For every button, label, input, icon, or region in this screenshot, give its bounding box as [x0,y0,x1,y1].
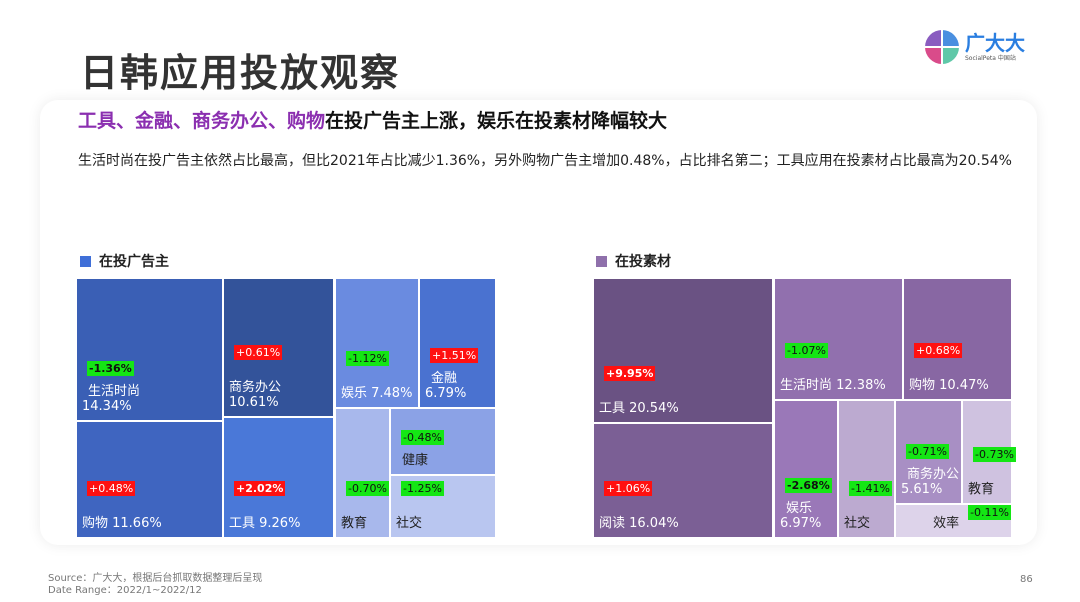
logo: 广大大 SocialPeta 中国站 [925,30,1025,64]
treemap-cell-金融: +1.51% 金融 6.79% [420,279,495,407]
treemap-cell-社交: -1.41% 社交 [839,401,894,537]
treemap-cell-健康: -0.48% 健康 [391,409,495,474]
page-title: 日韩应用投放观察 [80,51,401,95]
cell-label: 工具 20.54% [599,401,679,416]
cell-label: 商务办公 5.61% [901,467,960,497]
change-badge: -1.25% [401,481,444,496]
change-badge: -0.11% [968,505,1011,520]
treemap-cell-阅读: +1.06% 阅读 16.04% [594,424,772,537]
change-badge: -0.71% [906,444,949,459]
description: 生活时尚在投广告主依然占比最高，但比2021年占比减少1.36%，另外购物广告主… [78,153,1012,169]
treemap-cell-购物: +0.68% 购物 10.47% [904,279,1011,399]
legend-advertisers: 在投广告主 [80,251,169,271]
change-badge: +0.61% [234,345,283,360]
change-badge: +9.95% [604,366,656,381]
cell-label: 购物 10.47% [909,378,989,393]
cell-label: 娱乐 6.97% [780,501,822,531]
change-badge: -1.12% [346,351,389,366]
cell-label: 生活时尚 12.38% [780,378,886,393]
date-range: Date Range：2022/1~2022/12 [48,585,202,596]
change-badge: +1.06% [604,481,653,496]
treemap-cell-教育: -0.70% 教育 [336,409,389,537]
cell-label: 教育 [341,516,368,531]
treemap-cell-工具: +2.02% 工具 9.26% [224,418,333,537]
headline-rest: 在投广告主上涨，娱乐在投素材降幅较大 [325,110,668,132]
change-badge: -1.07% [785,343,828,358]
cell-label: 商务办公 10.61% [229,380,282,410]
legend-label: 在投素材 [615,254,671,270]
treemap-cell-生活时尚: -1.36% 生活时尚 14.34% [77,279,222,420]
change-badge: -0.70% [346,481,389,496]
treemap-cell-商务办公: -0.71% 商务办公 5.61% [896,401,961,503]
cell-label: 金融 6.79% [425,371,467,401]
page-number: 86 [1020,574,1033,585]
treemap-cell-工具: +9.95% 工具 20.54% [594,279,772,422]
headline: 工具、金融、商务办公、购物在投广告主上涨，娱乐在投素材降幅较大 [78,106,667,133]
cell-label: 购物 11.66% [82,516,162,531]
legend-swatch [80,255,91,267]
change-badge: -0.48% [401,430,444,445]
change-badge: +2.02% [234,481,286,496]
legend-creatives: 在投素材 [596,251,671,271]
legend-swatch [596,255,607,267]
change-badge: +0.48% [87,481,136,496]
cell-label: 效率 [933,516,960,531]
treemap-cell-效率: 效率 -0.11% [896,505,1011,537]
change-badge: -1.41% [849,481,892,496]
change-badge: -0.73% [973,447,1016,462]
cell-label: 娱乐 7.48% [341,386,413,401]
legend-label: 在投广告主 [99,254,169,270]
cell-label: 阅读 16.04% [599,516,679,531]
cell-label: 社交 [844,516,871,531]
treemap-cell-娱乐: -1.12% 娱乐 7.48% [336,279,418,407]
logo-sub: SocialPeta 中国站 [965,54,1016,62]
change-badge: -1.36% [87,361,134,376]
treemap-cell-社交: -1.25% 社交 [391,476,495,537]
footer: Source：广大大，根据后台抓取数据整理后呈现 Date Range：2022/… [48,573,262,597]
treemap-cell-教育: -0.73% 教育 [963,401,1016,503]
change-badge: +0.68% [914,343,963,358]
change-badge: -2.68% [785,478,832,493]
cell-label: 教育 [968,482,995,497]
cell-label: 社交 [396,516,423,531]
cell-label: 工具 9.26% [229,516,301,531]
logo-name: 广大大 [965,30,1025,55]
treemap-cell-生活时尚: -1.07% 生活时尚 12.38% [775,279,902,399]
cell-label: 生活时尚 14.34% [82,384,141,414]
headline-highlight: 工具、金融、商务办公、购物 [78,110,326,132]
treemap-cell-娱乐: -2.68% 娱乐 6.97% [775,401,837,537]
source-note: Source：广大大，根据后台抓取数据整理后呈现 [48,573,263,584]
logo-mark-icon [925,30,959,64]
treemap-cell-商务办公: +0.61% 商务办公 10.61% [224,279,333,416]
change-badge: +1.51% [430,348,479,363]
treemap-cell-购物: +0.48% 购物 11.66% [77,422,222,537]
cell-label: 健康 [402,453,429,468]
